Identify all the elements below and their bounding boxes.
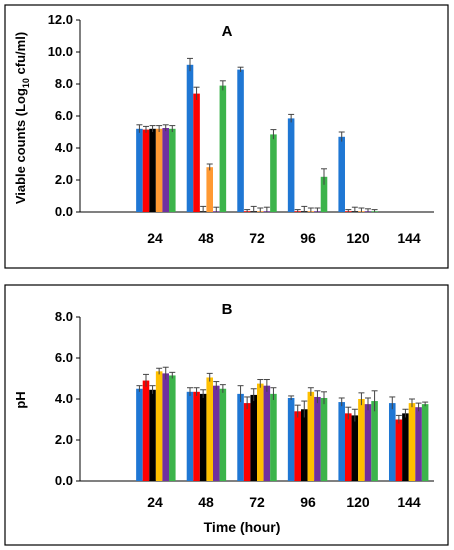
panel-a-bar [149, 128, 156, 212]
panel-b-y-tick-label: 6.0 [55, 350, 73, 365]
panel-a-x-tick-label: 72 [249, 230, 265, 246]
panel-b-bar [395, 419, 403, 481]
panel-b-x-tick-label: 72 [249, 494, 265, 510]
panel-b-bar [237, 393, 244, 482]
panel-b: B pH 0.0 2.0 4.0 6.0 8.0 24 48 72 96 120… [4, 284, 449, 546]
panel-b-x-tick-label: 96 [300, 494, 316, 510]
panel-a-bar [186, 64, 194, 212]
panel-b-bar [338, 402, 345, 481]
panel-b-bar [358, 399, 365, 481]
panel-b-y-tick-label: 4.0 [55, 391, 73, 406]
panel-b-bar [421, 404, 429, 482]
panel-a-x-tick-label: 120 [346, 230, 370, 246]
panel-b-bars [136, 366, 429, 482]
panel-a-y-axis: 0.0 2.0 4.0 6.0 8.0 10.0 12.0 [48, 12, 81, 219]
panel-a-x-tick-label: 48 [198, 230, 214, 246]
panel-a-frame [4, 4, 449, 269]
panel-b-bar [257, 383, 264, 482]
panel-b-y-tick-label: 2.0 [55, 432, 73, 447]
panel-b-bar [199, 393, 207, 482]
panel-b-bar [307, 391, 315, 481]
panel-b-bar [364, 404, 372, 482]
panel-b-bar [162, 373, 169, 482]
panel-a-title: A [222, 23, 233, 40]
panel-b-bar [344, 413, 352, 481]
panel-b-bar [142, 380, 150, 481]
panel-b-x-tick-label: 24 [147, 494, 163, 510]
panel-b-bar [287, 397, 295, 481]
panel-a-bar [287, 118, 295, 212]
panel-a-y-tick-label: 8.0 [55, 76, 73, 91]
panel-b-x-tick-label: 48 [198, 494, 214, 510]
panel-a-y-tick-label: 12.0 [48, 12, 73, 27]
panel-b-y-tick-label: 8.0 [55, 309, 73, 324]
panel-a-y-axis-label-tail: cfu/ml) [13, 32, 28, 78]
panel-a-y-tick-label: 4.0 [55, 140, 73, 155]
panel-a-bar [155, 128, 163, 212]
panel-b-bar [169, 375, 176, 481]
panel-b-bar [388, 403, 396, 481]
panel-b-bar [213, 385, 220, 481]
panel-b-bar [415, 407, 422, 481]
panel-a-bar [338, 136, 345, 212]
panel-a-bar [142, 129, 150, 212]
panel-a-bar [320, 176, 328, 212]
panel-b-bar [402, 413, 409, 481]
panel-b-bar [206, 377, 213, 481]
panel-b-bar [243, 403, 251, 481]
panel-b-bar [270, 393, 277, 482]
panel-a: A Viable counts (Log10 cfu/ml) 0.0 2.0 4… [4, 4, 449, 269]
panel-b-bar [250, 394, 257, 481]
panel-a-bars [136, 57, 378, 212]
panel-b-bar [155, 371, 163, 481]
panel-b-x-tick-label: 144 [397, 494, 421, 510]
panel-b-bar [294, 411, 301, 481]
panel-b-title: B [222, 301, 233, 318]
panel-b-bar [351, 415, 359, 481]
panel-b-bar [301, 409, 308, 481]
panel-a-bar [162, 128, 169, 212]
panel-a-bar [219, 85, 227, 212]
panel-a-x-tick-label: 96 [300, 230, 316, 246]
panel-b-y-axis-label: pH [13, 391, 28, 408]
panel-b-bar [408, 403, 416, 481]
panel-a-y-axis-label-subscript: 10 [21, 78, 31, 88]
panel-a-y-tick-label: 0.0 [55, 204, 73, 219]
panel-b-bar [219, 388, 227, 481]
panel-b-bar [320, 397, 328, 481]
panel-b-bar [263, 385, 271, 481]
panel-b-y-axis: 0.0 2.0 4.0 6.0 8.0 [55, 309, 81, 488]
panel-a-bar [206, 167, 213, 212]
panel-b-x-axis-label: Time (hour) [204, 519, 281, 535]
panel-a-bar [237, 69, 244, 212]
panel-b-bar [136, 388, 143, 481]
panel-a-bar [169, 128, 176, 212]
panel-a-bar [193, 93, 200, 212]
panel-b-bar [193, 391, 200, 481]
panel-a-bar [270, 134, 277, 212]
panel-b-bar [314, 396, 321, 481]
panel-a-x-tick-label: 24 [147, 230, 163, 246]
panel-a-y-tick-label: 2.0 [55, 172, 73, 187]
panel-b-frame [4, 284, 449, 546]
panel-b-y-tick-label: 0.0 [55, 473, 73, 488]
panel-a-y-tick-label: 10.0 [48, 44, 73, 59]
panel-a-bar [136, 128, 143, 212]
panel-a-y-tick-label: 6.0 [55, 108, 73, 123]
panel-b-x-tick-label: 120 [346, 494, 370, 510]
panel-b-bar [149, 389, 156, 481]
panel-a-y-axis-label: Viable counts (Log10 cfu/ml) [13, 32, 31, 204]
panel-b-bar [186, 391, 194, 481]
panel-a-x-tick-label: 144 [397, 230, 421, 246]
panel-b-bar [371, 401, 378, 481]
